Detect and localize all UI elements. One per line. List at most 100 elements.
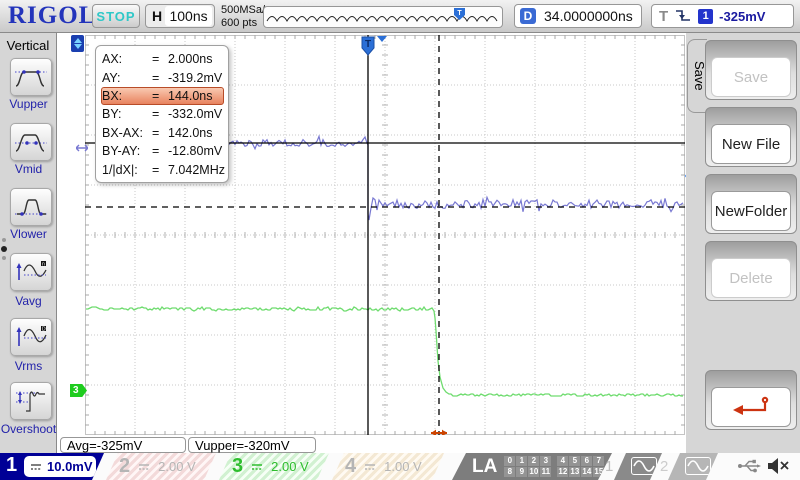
back-button[interactable] [711, 387, 791, 427]
delay-value: 34.0000000ns [544, 8, 633, 24]
vupper-icon [15, 70, 47, 87]
channel-3-status[interactable]: 3 2.00 V [219, 453, 329, 480]
digital-channel-grid: 0 1 2 3 4 5 6 7 8 9 10 11 12 13 14 15 [504, 456, 604, 477]
ch3-position-marker[interactable]: 3 [70, 384, 87, 397]
vlower-label: Vlower [10, 227, 47, 241]
equals-sign: = [152, 162, 160, 177]
trigger-level-value: -325mV [719, 8, 766, 24]
svg-text:D: D [42, 326, 46, 332]
equals-sign: = [152, 70, 160, 85]
vupper-button[interactable] [10, 58, 52, 96]
horizontal-timebase-box: H 100ns [145, 4, 215, 28]
digital-channel-14: 14 [582, 467, 592, 476]
delete-button[interactable]: Delete [711, 258, 791, 298]
cursor-label: BX: [102, 88, 123, 103]
cursor-measurement-box: AX: = 2.000ns AY: = -319.2mV BX: = 144.0… [95, 45, 229, 183]
la-label: LA [472, 455, 498, 477]
save-button[interactable]: Save [711, 57, 791, 97]
digital-channel-13: 13 [570, 467, 580, 476]
trigger1-indicator[interactable] [614, 453, 662, 480]
delay-icon: D [520, 8, 536, 24]
cursor-value: -332.0mV [168, 107, 223, 122]
channel-4-number: 4 [345, 455, 357, 477]
sine-wave-icon [686, 458, 710, 474]
trigger1-number: 1 [605, 458, 614, 475]
cursor-value: 2.000ns [168, 52, 213, 67]
equals-sign: = [152, 107, 160, 122]
run-stop-status[interactable]: STOP [92, 4, 140, 28]
cursor-value: 144.0ns [168, 88, 213, 103]
page-indicator-dot-active [1, 246, 7, 252]
menu-card: New File [705, 107, 797, 167]
menu-tab-save: Save [687, 39, 707, 113]
cursor-value: -319.2mV [168, 70, 223, 85]
new-file-button[interactable]: New File [711, 124, 791, 164]
cursor-label: BY: [102, 107, 122, 122]
preview-waveform-icon: T [266, 8, 498, 23]
channel-1-number: 1 [6, 454, 18, 476]
cursor-row-by: BY: = -332.0mV [101, 105, 224, 123]
new-folder-button[interactable]: NewFolder [711, 191, 791, 231]
trigger-status-box: T 1 -325mV [651, 4, 794, 28]
overshoot-label: Overshoot [0, 422, 57, 436]
channel-1-status[interactable]: 1 10.0mV [0, 453, 104, 480]
delay-box: D 34.0000000ns [514, 4, 642, 28]
vmid-button[interactable] [10, 123, 52, 161]
timebase-value: 100ns [165, 6, 212, 26]
cursor-a-left-marker [75, 139, 89, 157]
logic-analyzer-status[interactable]: LA 0 1 2 3 4 5 6 7 8 9 10 11 12 13 14 15 [452, 453, 612, 480]
equals-sign: = [152, 88, 160, 103]
cursor-value: -12.80mV [168, 144, 223, 159]
channel-1-scale: 10.0mV [47, 459, 93, 474]
channel-2-number: 2 [119, 455, 131, 477]
cursor-value: 7.042MHz [168, 162, 225, 177]
digital-channel-3: 3 [540, 456, 551, 466]
waveform-preview-strip[interactable]: T [263, 6, 503, 28]
vmid-icon [15, 134, 47, 152]
cursor-label: 1/|dX|: [102, 162, 138, 177]
digital-channel-5: 5 [569, 456, 580, 466]
digital-channel-11: 11 [541, 467, 551, 476]
speaker-muted-icon [766, 456, 790, 480]
left-menu-title: Vertical [6, 38, 50, 53]
svg-text:T: T [457, 10, 462, 17]
digital-channel-6: 6 [581, 456, 592, 466]
trigger-label: T [659, 7, 669, 25]
cursor-row-ax: AX: = 2.000ns [101, 50, 224, 68]
equals-sign: = [152, 144, 160, 159]
digital-channel-4: 4 [557, 456, 568, 466]
coupling-icon [30, 462, 42, 472]
vavg-button[interactable]: n [10, 253, 52, 291]
channel-2-status[interactable]: 2 2.00 V [106, 453, 216, 480]
vrms-button[interactable]: D [10, 318, 52, 356]
left-menu-panel: Vertical Vupper Vmid Vlower [0, 33, 57, 453]
cursor-label: BX-AX: [102, 125, 143, 140]
digital-channel-8: 8 [504, 467, 515, 477]
falling-edge-icon [676, 10, 691, 21]
vavg-label: Vavg [15, 294, 42, 308]
coupling-icon [138, 462, 150, 472]
overshoot-icon [16, 391, 45, 412]
channel-4-status[interactable]: 4 1.00 V [332, 453, 444, 480]
digital-channel-9: 9 [516, 467, 527, 477]
cursor-row-ay: AY: = -319.2mV [101, 68, 224, 86]
vmid-label: Vmid [14, 162, 43, 176]
vlower-button[interactable] [10, 188, 52, 226]
cursor-label: AY: [102, 70, 121, 85]
vrms-icon: D [16, 326, 47, 346]
menu-card: Save [705, 40, 797, 100]
channel-status-bar: 1 10.0mV 2 2.00 V 3 2.00 V [0, 453, 800, 480]
measurement-avg: Avg=-325mV [60, 437, 186, 453]
cursor-row-bx-selected[interactable]: BX: = 144.0ns [101, 86, 224, 106]
trigger2-indicator[interactable] [668, 453, 718, 480]
svg-text:T: T [365, 39, 371, 50]
vupper-label: Vupper [9, 97, 48, 111]
return-arrow-icon [733, 396, 769, 415]
arrow-up-icon [73, 38, 82, 43]
page-indicator-dot [2, 238, 6, 242]
arrow-down-icon [73, 44, 82, 49]
ch1-offscreen-position-marker[interactable] [71, 35, 84, 52]
overshoot-button[interactable] [10, 382, 52, 420]
